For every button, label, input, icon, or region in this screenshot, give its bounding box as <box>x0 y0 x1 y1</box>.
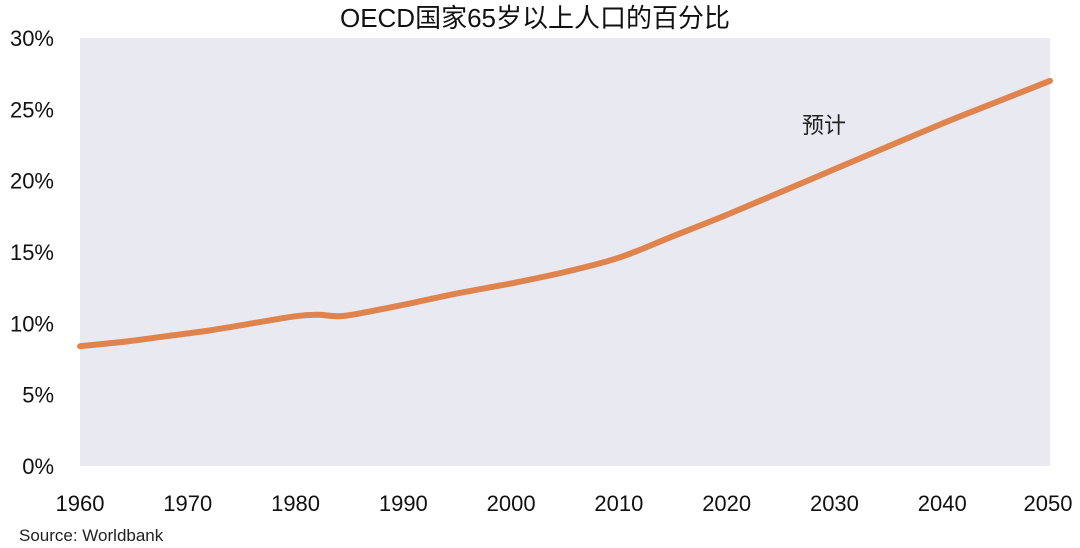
y-tick-label: 0% <box>22 454 54 479</box>
x-tick-label: 1980 <box>271 491 320 516</box>
x-tick-label: 2040 <box>918 491 967 516</box>
x-tick-label: 1960 <box>56 491 105 516</box>
y-tick-label: 5% <box>22 383 54 408</box>
x-tick-label: 2030 <box>810 491 859 516</box>
chart-title: OECD国家65岁以上人口的百分比 <box>340 3 730 33</box>
forecast-annotation: 预计 <box>802 113 846 138</box>
y-tick-label: 25% <box>10 97 54 122</box>
y-tick-label: 10% <box>10 311 54 336</box>
y-tick-label: 15% <box>10 240 54 265</box>
x-tick-label: 2020 <box>702 491 751 516</box>
x-tick-label: 2010 <box>594 491 643 516</box>
x-tick-label: 1990 <box>379 491 428 516</box>
series-line <box>77 77 1053 350</box>
x-tick-label: 2050 <box>1024 491 1073 516</box>
source-note: Source: Worldbank <box>19 526 164 545</box>
x-axis-tick-labels: 1960 1970 1980 1990 2000 2010 2020 2030 2040 2050 <box>56 491 1073 516</box>
y-tick-label: 20% <box>10 169 54 194</box>
x-tick-label: 1970 <box>163 491 212 516</box>
y-axis-tick-labels: 0% 5% 10% 15% 20% 25% 30% <box>10 26 54 479</box>
x-tick-label: 2000 <box>487 491 536 516</box>
plot-area <box>80 38 1050 466</box>
y-tick-label: 30% <box>10 26 54 51</box>
